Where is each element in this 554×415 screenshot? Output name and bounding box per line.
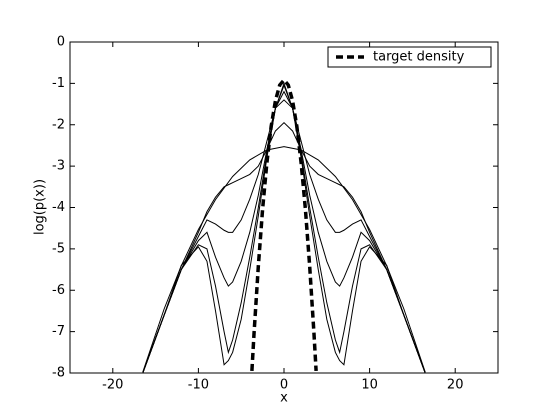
x-tick-label: 10 (361, 378, 378, 393)
y-tick-label: -6 (52, 283, 65, 298)
x-tick-label: -20 (102, 378, 123, 393)
x-tick-label: 20 (447, 378, 464, 393)
dashed-line (250, 77, 318, 372)
y-axis-label: log(p(x)) (33, 179, 48, 235)
line (142, 99, 426, 373)
line (142, 84, 426, 373)
legend-box (327, 46, 492, 68)
x-axis-label: x (280, 391, 288, 406)
line (142, 146, 426, 373)
y-tick-label: -4 (52, 200, 65, 215)
line (142, 81, 426, 373)
y-tick-label: 0 (57, 35, 65, 50)
x-tick-label: -10 (188, 378, 209, 393)
y-tick-label: -7 (52, 324, 65, 339)
line (142, 121, 426, 373)
x-tick-label: 0 (280, 378, 288, 393)
y-tick-label: -5 (52, 241, 65, 256)
y-tick-label: -1 (52, 76, 65, 91)
legend-label: target density (373, 50, 465, 65)
line (142, 90, 426, 373)
y-tick-label: -8 (52, 366, 65, 381)
y-tick-label: -2 (52, 117, 65, 132)
y-tick-label: -3 (52, 159, 65, 174)
